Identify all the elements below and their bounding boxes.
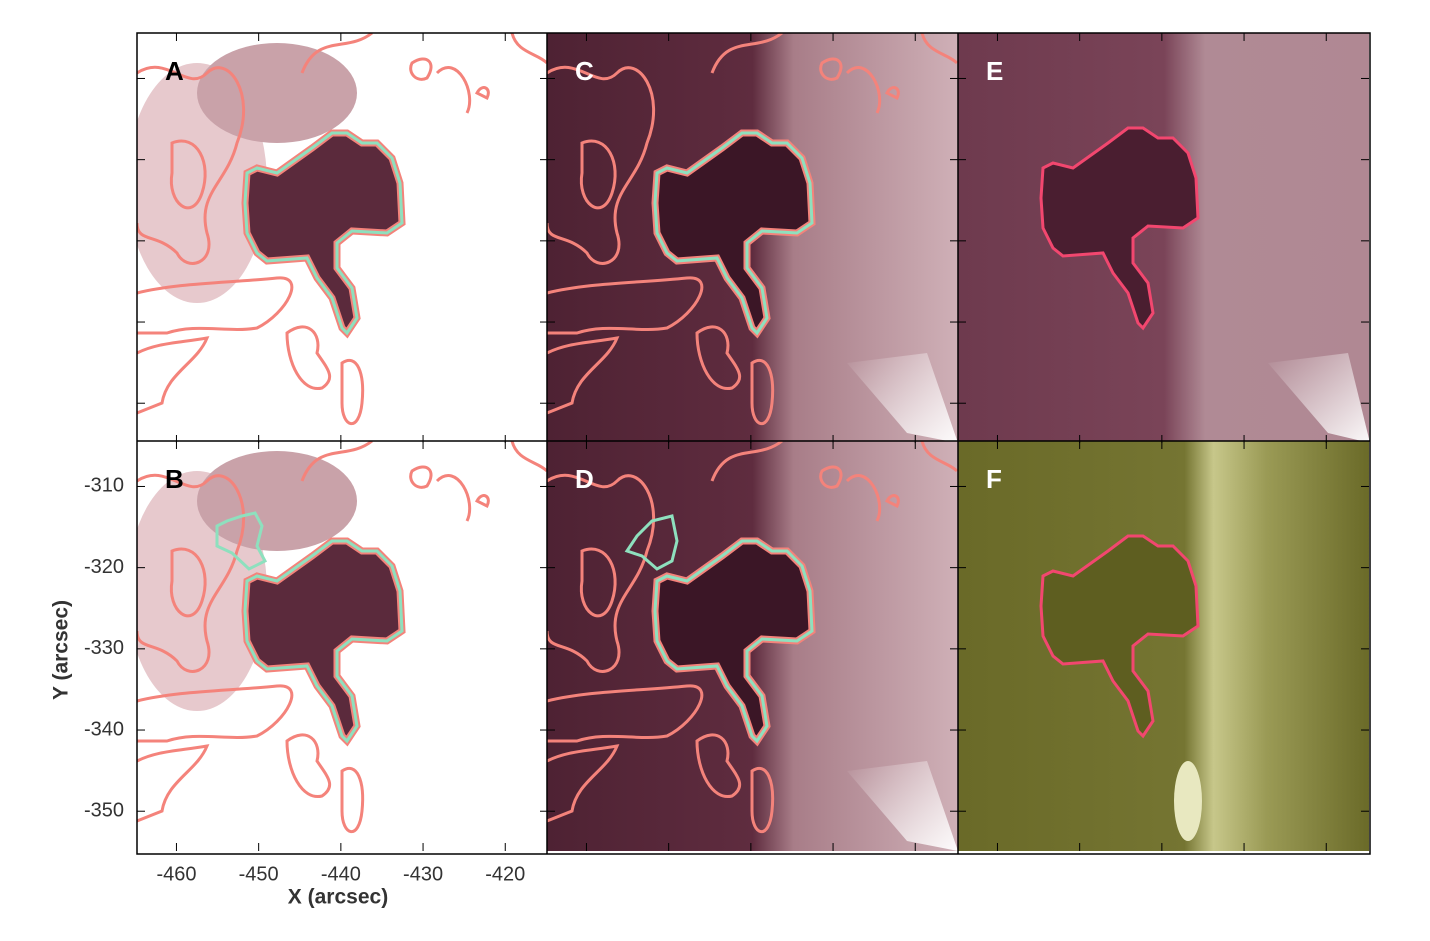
panel-label: C [575,56,594,86]
panel-label: A [165,56,184,86]
panel-b [137,441,548,851]
panel-f [958,441,1369,851]
y-tick-label: -310 [84,475,124,497]
panel-label: D [575,464,594,494]
x-tick-label: -450 [239,863,279,885]
panel-d [547,441,958,851]
y-tick-label: -340 [84,718,124,740]
panel-frames [136,32,1371,855]
panel-c [547,33,958,443]
y-tick-label: -330 [84,637,124,659]
panel-a [137,33,548,443]
x-tick-label: -430 [403,863,443,885]
panel-label: B [165,464,184,494]
x-tick-label: -460 [156,863,196,885]
panel-label: F [986,464,1002,494]
y-tick-label: -350 [84,799,124,821]
x-tick-label: -440 [321,863,361,885]
panel-e [958,33,1369,443]
x-axis-label: X (arcsec) [288,886,388,909]
panel-label: E [986,56,1003,86]
y-tick-label: -320 [84,556,124,578]
x-tick-label: -420 [485,863,525,885]
y-axis-label: Y (arcsec) [50,600,73,700]
